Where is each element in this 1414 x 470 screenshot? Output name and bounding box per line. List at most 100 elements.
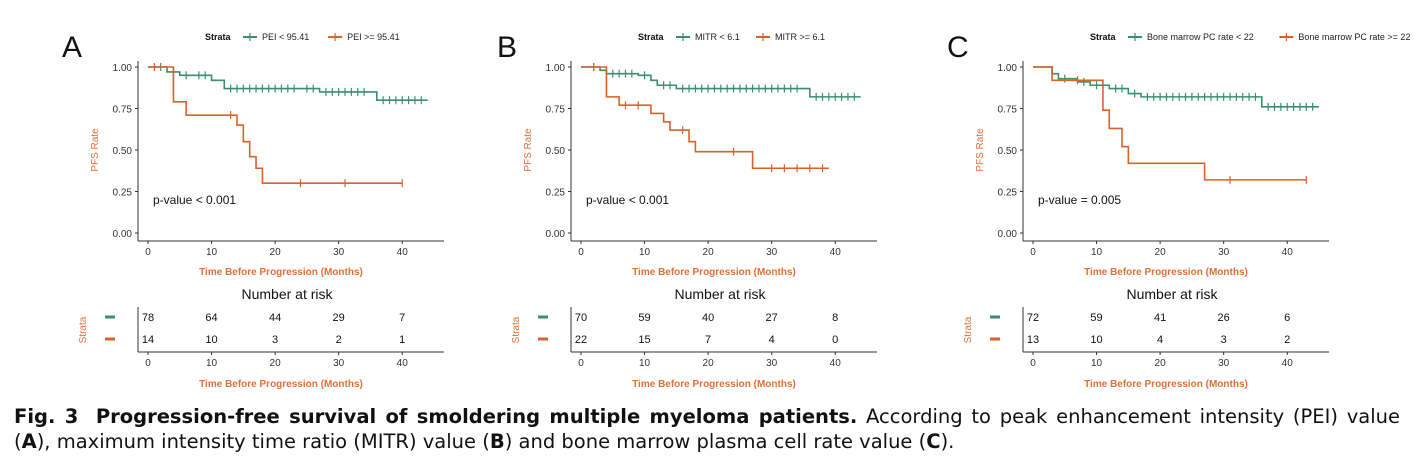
- y-tick-label: 0.50: [546, 146, 566, 157]
- risk-cell: 1: [399, 334, 405, 346]
- risk-table-title: Number at risk: [674, 286, 766, 302]
- risk-cell: 29: [333, 312, 345, 324]
- survival-curve-1: [148, 66, 428, 101]
- risk-cell: 59: [638, 312, 650, 324]
- x-tick-label: 10: [639, 247, 651, 258]
- risk-cell: 7: [399, 312, 405, 324]
- risk-x-tick-label: 30: [1218, 358, 1230, 369]
- x-tick-label: 10: [1091, 247, 1103, 258]
- risk-x-tick-label: 40: [830, 358, 842, 369]
- risk-cell: 7: [705, 334, 711, 346]
- x-tick-label: 0: [578, 247, 584, 258]
- caption-text-4: ).: [940, 430, 955, 453]
- survival-curve-1: [1033, 66, 1319, 108]
- risk-x-tick-label: 40: [397, 358, 409, 369]
- y-tick-label: 0.75: [546, 105, 566, 116]
- risk-cell: 4: [1157, 334, 1163, 346]
- risk-x-tick-label: 20: [703, 358, 715, 369]
- legend: Strata MITR < 6.1 MITR >= 6.1: [638, 32, 825, 42]
- x-tick-label: 10: [206, 247, 218, 258]
- legend-entry-2: MITR >= 6.1: [775, 32, 825, 42]
- caption-fig-label: Fig. 3: [14, 405, 79, 428]
- legend: Strata PEI < 95.41 PEI >= 95.41: [205, 32, 400, 42]
- panel-c: C Strata Bone marrow PC rate < 22 Bone marr…: [947, 31, 1410, 390]
- risk-cell: 0: [832, 334, 838, 346]
- risk-x-tick-label: 0: [578, 358, 584, 369]
- p-value-annotation: p-value < 0.001: [153, 193, 236, 207]
- risk-cell: 27: [766, 312, 778, 324]
- risk-x-tick-label: 10: [206, 358, 218, 369]
- risk-cell: 59: [1090, 312, 1102, 324]
- caption-ref-c: C: [926, 430, 941, 453]
- legend-title: Strata: [638, 32, 665, 42]
- risk-x-tick-label: 20: [270, 358, 282, 369]
- risk-cell: 3: [1221, 334, 1227, 346]
- legend-entry-1: PEI < 95.41: [262, 32, 309, 42]
- y-tick-label: 0.00: [546, 229, 566, 240]
- x-tick-label: 20: [703, 247, 715, 258]
- panel-letter: A: [62, 31, 82, 64]
- risk-cell: 78: [142, 312, 154, 324]
- caption-text-2: ), maximum intensity time ratio (MITR) v…: [36, 430, 490, 453]
- risk-cell: 15: [638, 334, 650, 346]
- risk-table-title: Number at risk: [1126, 286, 1218, 302]
- x-axis-title: Time Before Progression (Months): [199, 267, 363, 278]
- y-tick-label: 0.00: [113, 229, 133, 240]
- risk-strata-label: Strata: [511, 316, 522, 343]
- caption-ref-a: A: [21, 430, 37, 453]
- x-axis-title: Time Before Progression (Months): [632, 267, 796, 278]
- y-tick-label: 0.25: [113, 188, 133, 199]
- x-axis-title: Time Before Progression (Months): [1084, 267, 1248, 278]
- x-tick-label: 30: [1218, 247, 1230, 258]
- risk-x-tick-label: 10: [1091, 358, 1103, 369]
- panel-a: A Strata PEI < 95.41 PEI >= 95.41 0.00 0.25 0.…: [62, 31, 444, 390]
- y-tick-label: 0.25: [546, 188, 566, 199]
- survival-curve-2: [148, 66, 403, 184]
- risk-x-tick-label: 30: [333, 358, 345, 369]
- risk-x-axis-title: Time Before Progression (Months): [199, 379, 363, 390]
- risk-x-tick-label: 10: [639, 358, 651, 369]
- y-tick-label: 0.50: [998, 146, 1018, 157]
- risk-x-tick-label: 40: [1282, 358, 1294, 369]
- y-axis-title: PFS Rate: [523, 128, 534, 172]
- legend-entry-1: MITR < 6.1: [695, 32, 740, 42]
- y-tick-label: 1.00: [113, 63, 133, 74]
- risk-strata-label: Strata: [963, 316, 974, 343]
- y-tick-label: 0.25: [998, 188, 1018, 199]
- y-axis-title: PFS Rate: [975, 128, 986, 172]
- risk-x-tick-label: 0: [145, 358, 151, 369]
- risk-cell: 4: [769, 334, 775, 346]
- caption-text-1: According to peak enhancement intensity …: [14, 405, 1400, 453]
- legend-entry-2: Bone marrow PC rate >= 22: [1298, 32, 1410, 42]
- y-tick-label: 0.00: [998, 229, 1018, 240]
- risk-cell: 2: [1284, 334, 1290, 346]
- risk-x-tick-label: 30: [766, 358, 778, 369]
- risk-x-axis-title: Time Before Progression (Months): [632, 379, 796, 390]
- risk-x-axis-title: Time Before Progression (Months): [1084, 379, 1248, 390]
- risk-cell: 2: [336, 334, 342, 346]
- risk-cell: 41: [1154, 312, 1166, 324]
- y-tick-label: 0.50: [113, 146, 133, 157]
- x-tick-label: 30: [333, 247, 345, 258]
- survival-curve-2: [581, 66, 829, 170]
- p-value-annotation: p-value = 0.005: [1038, 193, 1121, 207]
- x-tick-label: 30: [766, 247, 778, 258]
- caption-ref-b: B: [489, 430, 505, 453]
- legend: Strata Bone marrow PC rate < 22 Bone marro…: [1090, 32, 1410, 42]
- risk-cell: 72: [1027, 312, 1039, 324]
- x-tick-label: 40: [830, 247, 842, 258]
- figure-caption: Fig. 3 Progression-free survival of smol…: [14, 404, 1400, 454]
- x-tick-label: 20: [1155, 247, 1167, 258]
- risk-cell: 22: [575, 334, 587, 346]
- y-tick-label: 0.75: [113, 105, 133, 116]
- legend-entry-1: Bone marrow PC rate < 22: [1147, 32, 1254, 42]
- risk-cell: 8: [832, 312, 838, 324]
- risk-cell: 14: [142, 334, 154, 346]
- panel-letter: C: [947, 31, 969, 64]
- risk-cell: 40: [702, 312, 714, 324]
- risk-cell: 64: [205, 312, 217, 324]
- legend-title: Strata: [205, 32, 232, 42]
- risk-table-title: Number at risk: [241, 286, 333, 302]
